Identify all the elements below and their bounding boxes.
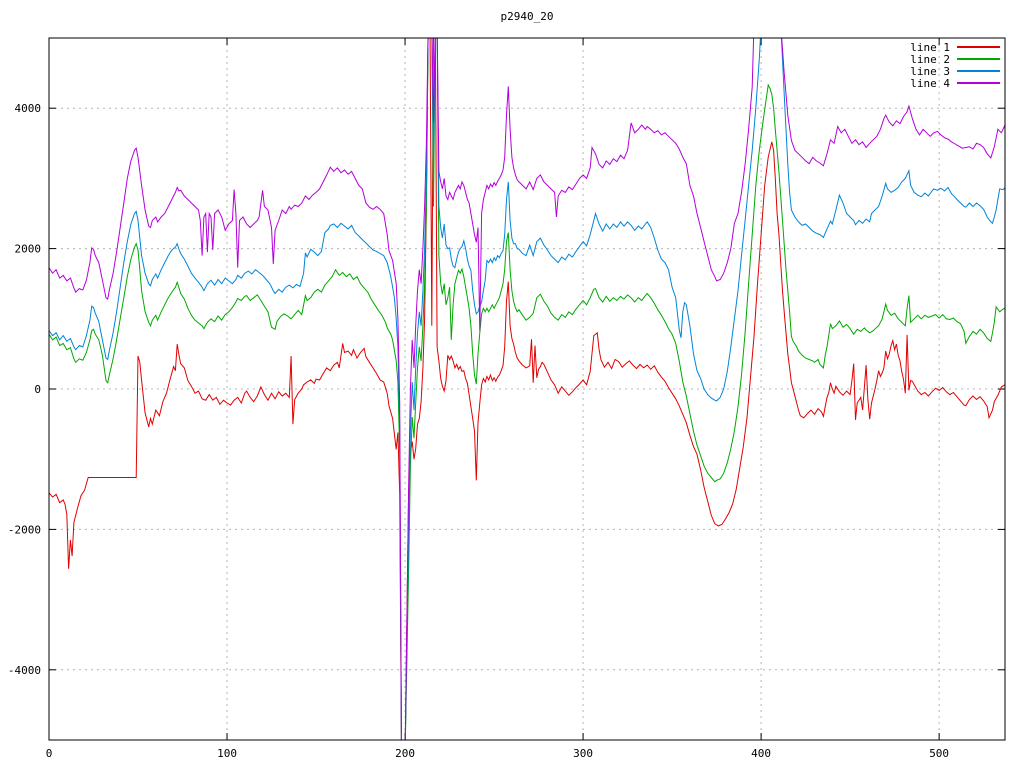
chart-title: p2940_20	[500, 10, 554, 23]
legend: line 1 line 2 line 3 line 4	[910, 40, 1000, 90]
legend-line-sample	[957, 82, 1000, 84]
series-line-3	[49, 38, 1005, 740]
legend-line-sample	[957, 70, 1000, 72]
y-tick-label: 4000	[15, 102, 42, 115]
legend-entry: line 1	[910, 40, 1000, 54]
x-tick-label: 300	[573, 747, 593, 760]
y-tick-label: 0	[34, 383, 41, 396]
legend-line-sample	[957, 46, 1000, 48]
legend-label: line 4	[910, 76, 950, 90]
x-tick-label: 400	[751, 747, 771, 760]
x-tick-label: 200	[395, 747, 415, 760]
legend-entry: line 2	[910, 52, 1000, 66]
series-line-4	[49, 38, 1005, 740]
y-tick-label: -2000	[8, 523, 41, 536]
x-tick-label: 500	[929, 747, 949, 760]
legend-label: line 2	[910, 52, 950, 66]
legend-entry: line 4	[910, 76, 1000, 90]
y-tick-label: -4000	[8, 664, 41, 677]
x-tick-label: 0	[46, 747, 53, 760]
series-line-2	[49, 38, 1005, 740]
plot-border	[48, 37, 1006, 741]
legend-label: line 3	[910, 64, 950, 78]
legend-entry: line 3	[910, 64, 1000, 78]
legend-line-sample	[957, 58, 1000, 60]
y-tick-label: 2000	[15, 243, 42, 256]
x-tick-label: 100	[217, 747, 237, 760]
legend-label: line 1	[910, 40, 950, 54]
series-line-1	[49, 38, 1005, 740]
